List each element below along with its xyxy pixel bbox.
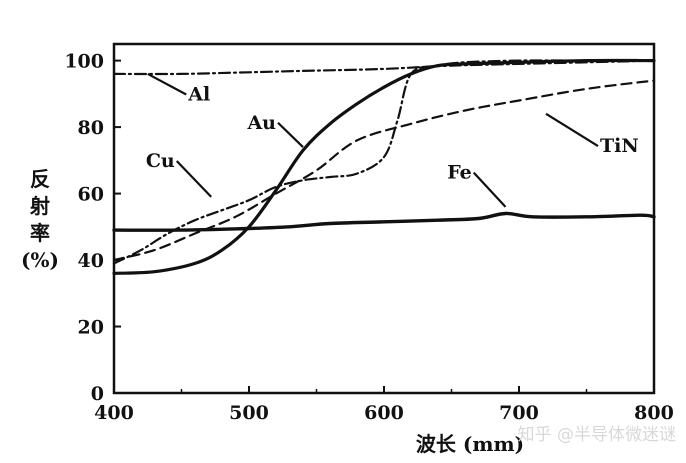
y-axis-ticks: 0 20 40 60 80 100 [64, 51, 121, 405]
y-axis-title-line: 反 [30, 167, 50, 191]
y-axis-title-line: 率 [30, 221, 50, 245]
annotation-label-al: Al [187, 84, 210, 106]
series-lines [112, 58, 656, 275]
x-tick-label: 800 [634, 402, 674, 424]
x-axis-title: 波长 (mm) [416, 432, 524, 456]
x-tick-label: 600 [364, 402, 404, 424]
y-axis-title: 反射率 (%) [21, 167, 59, 272]
y-tick-label: 80 [78, 117, 104, 139]
y-tick-label: 0 [91, 383, 104, 405]
x-tick-label: 400 [94, 402, 134, 424]
series-line-al [112, 59, 656, 76]
series-line-tin [112, 79, 656, 262]
y-axis-title-line: (%) [21, 248, 59, 272]
x-tick-label: 700 [499, 402, 539, 424]
annotation-label-au: Au [246, 112, 276, 134]
y-tick-label: 100 [64, 51, 104, 73]
annotation-leader-cu [175, 160, 212, 198]
series-line-cu [112, 59, 656, 265]
series-line-fe [112, 211, 656, 232]
y-tick-label: 60 [78, 184, 104, 206]
annotation-leader-tin [545, 112, 599, 147]
annotation-leader-au [277, 121, 304, 148]
series-line-au [112, 58, 656, 275]
annotation-label-cu: Cu [146, 150, 175, 172]
x-tick-label: 500 [229, 402, 269, 424]
x-axis-ticks: 400 500 600 700 800 [94, 386, 674, 424]
watermark-text: 知乎 @半导体微迷谜 [518, 425, 676, 445]
annotation-leader-fe [472, 171, 507, 208]
y-axis-title-line: 射 [29, 194, 50, 218]
y-tick-label: 40 [78, 250, 104, 272]
annotation-label-tin: TiN [600, 135, 639, 157]
series-annotations: Al Au Cu TiN Fe [146, 72, 639, 208]
annotation-leader-al [147, 72, 187, 96]
y-tick-label: 20 [78, 317, 104, 339]
annotation-label-fe: Fe [447, 162, 472, 184]
